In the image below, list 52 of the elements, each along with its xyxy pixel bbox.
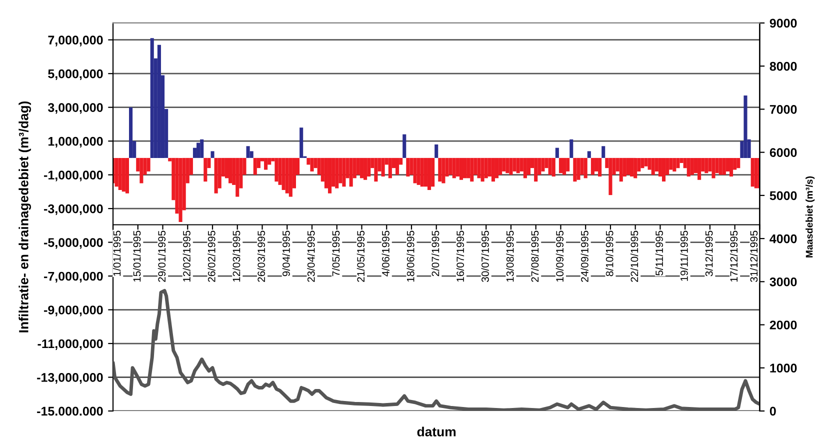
x-tick-label: 10/09/1995	[556, 230, 564, 282]
x-tick-label: 15/01/1995	[133, 230, 141, 282]
y-tick-label: -1,000,000	[44, 170, 103, 182]
y-tick-label: 7,000,000	[48, 36, 103, 46]
x-tick-label: 12/03/1995	[232, 230, 240, 282]
y-tick-label: 3,000,000	[48, 103, 103, 114]
x-tick-label: 26/03/1995	[257, 230, 266, 282]
x-tick-label: 9/04/1995	[282, 230, 290, 276]
x-tick-label: 29/01/1995	[158, 230, 166, 282]
x-tick-label: 2/07/1995	[432, 230, 440, 276]
x-tick-label: 12/02/1995	[182, 230, 190, 282]
y-axis-title: Infiltratie- en drainagedebiet (m³/dag)	[18, 101, 32, 332]
y2-tick-label: 3000	[770, 277, 797, 286]
x-tick-label: 13/08/1995	[506, 230, 514, 282]
y-tick-label: 5,000,000	[48, 69, 103, 80]
y-tick-label: -7,000,000	[44, 272, 103, 282]
y2-tick-label: 8000	[770, 62, 797, 71]
x-tick-label: 3/12/1995	[705, 230, 713, 276]
x-axis-title: datum	[417, 426, 456, 436]
y2-tick-label: 7000	[770, 105, 797, 114]
y2-tick-label: 6000	[770, 148, 797, 157]
y-tick-label: -13,000,000	[37, 373, 103, 384]
x-tick-label: 17/12/1995	[730, 230, 738, 282]
x-tick-label: 24/09/1995	[580, 230, 588, 282]
y-tick-label: -11,000,000	[38, 339, 103, 350]
x-tick-label: 18/06/1995	[406, 230, 414, 282]
y-tick-label: 1,000,000	[48, 136, 103, 148]
x-tick-label: 1/01/1995	[113, 230, 121, 276]
x-tick-label: 7/05/1995	[332, 230, 340, 276]
y-tick-label: -3,000,000	[44, 204, 103, 216]
x-tick-label: 16/07/1995	[456, 230, 464, 282]
x-tick-label: 21/05/1995	[356, 230, 365, 282]
x-tick-label: 31/12/1995	[750, 230, 758, 282]
y2-tick-label: 0	[770, 406, 776, 416]
y2-axis-title: Maasdebiet (m³/s)	[806, 176, 815, 258]
y-tick-label: -9,000,000	[44, 306, 103, 316]
y2-tick-label: 5000	[770, 191, 797, 200]
x-tick-label: 27/08/1995	[530, 230, 539, 282]
x-tick-label: 23/04/1995	[307, 230, 315, 282]
y2-tick-label: 4000	[770, 234, 797, 244]
y2-tick-label: 9000	[770, 18, 797, 28]
x-tick-label: 22/10/1995	[630, 230, 638, 282]
y2-tick-label: 2000	[770, 320, 797, 330]
y2-tick-label: 1000	[770, 364, 797, 373]
y-tick-label: -5,000,000	[44, 238, 103, 249]
x-tick-label: 19/11/1995	[680, 230, 688, 281]
x-tick-label: 4/06/1995	[382, 230, 390, 276]
y-tick-label: -15.000.000	[37, 406, 103, 416]
x-tick-label: 5/11/1995	[655, 230, 664, 276]
x-tick-label: 8/10/1995	[606, 230, 614, 276]
x-tick-label: 26/02/1995	[208, 230, 216, 282]
x-tick-label: 30/07/1995	[481, 230, 489, 282]
